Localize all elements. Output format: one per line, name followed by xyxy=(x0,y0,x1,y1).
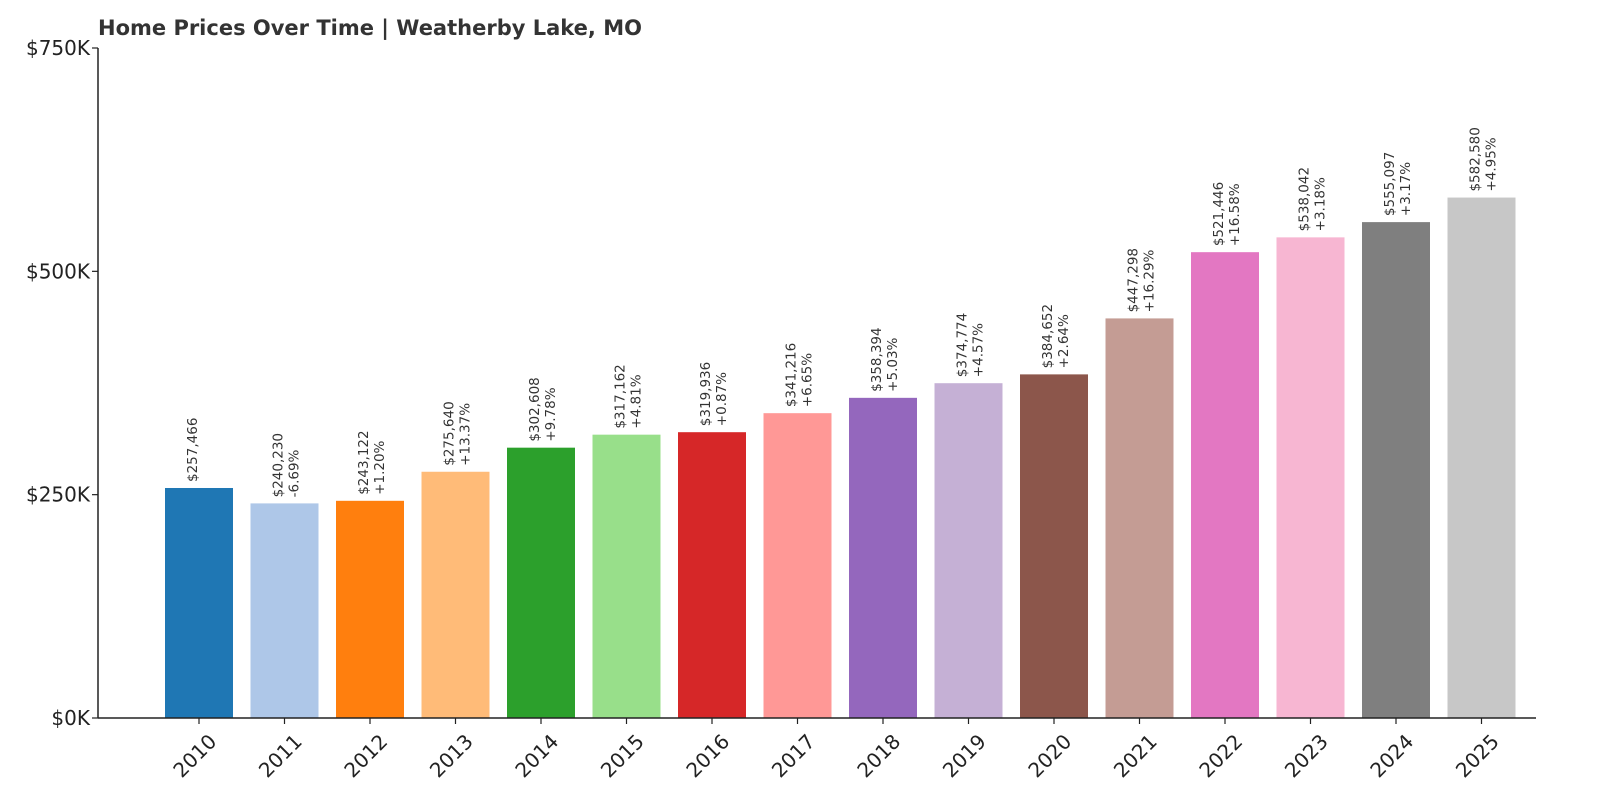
bar-2021 xyxy=(1105,318,1174,718)
value-label: $521,446 xyxy=(1211,182,1227,246)
x-tick-label: 2015 xyxy=(596,729,649,782)
change-label: +9.78% xyxy=(543,387,559,441)
value-label: $319,936 xyxy=(698,362,714,426)
value-label: $275,640 xyxy=(442,401,458,465)
change-label: +0.87% xyxy=(714,372,730,426)
x-tick-label: 2025 xyxy=(1451,729,1504,782)
value-label: $447,298 xyxy=(1126,248,1142,312)
x-tick-label: 2021 xyxy=(1109,729,1162,782)
bar-2019 xyxy=(934,383,1003,718)
value-label: $257,466 xyxy=(185,418,201,482)
change-label: +3.17% xyxy=(1398,162,1414,216)
change-label: -6.69% xyxy=(287,449,303,497)
change-label: +4.81% xyxy=(629,374,645,428)
x-tick-label: 2018 xyxy=(852,729,905,782)
value-label: $374,774 xyxy=(955,313,971,377)
x-tick-label: 2012 xyxy=(339,729,392,782)
y-tick-label: $500K xyxy=(26,259,91,283)
y-tick-label: $750K xyxy=(26,36,91,60)
bar-2024 xyxy=(1362,222,1430,718)
change-label: +1.20% xyxy=(372,440,388,494)
x-tick-label: 2014 xyxy=(510,729,563,782)
bar-2011 xyxy=(250,503,319,718)
x-tick-label: 2010 xyxy=(168,729,221,782)
x-tick-label: 2016 xyxy=(681,729,734,782)
value-label: $582,580 xyxy=(1468,127,1484,191)
change-label: +2.64% xyxy=(1056,314,1072,368)
x-tick-label: 2013 xyxy=(425,729,478,782)
x-tick-label: 2022 xyxy=(1194,729,1247,782)
y-tick-label: $0K xyxy=(51,706,90,730)
x-tick-label: 2011 xyxy=(254,729,307,782)
x-tick-label: 2024 xyxy=(1365,729,1418,782)
y-tick-label: $250K xyxy=(26,483,91,507)
x-tick-label: 2017 xyxy=(767,729,820,782)
value-label: $240,230 xyxy=(271,433,287,497)
bar-2022 xyxy=(1191,252,1259,718)
x-tick-label: 2023 xyxy=(1280,729,1333,782)
value-label: $341,216 xyxy=(784,343,800,407)
change-label: +16.29% xyxy=(1142,249,1158,312)
x-tick-label: 2020 xyxy=(1023,729,1076,782)
value-label: $555,097 xyxy=(1382,152,1398,216)
change-label: +4.95% xyxy=(1484,137,1500,191)
chart-title: Home Prices Over Time | Weatherby Lake, … xyxy=(98,16,642,40)
bar-2015 xyxy=(592,434,661,718)
change-label: +4.57% xyxy=(971,323,987,377)
change-label: +3.18% xyxy=(1313,177,1329,231)
bar-2010 xyxy=(165,487,233,718)
bar-2017 xyxy=(763,413,832,718)
change-label: +6.65% xyxy=(800,353,816,407)
change-label: +5.03% xyxy=(885,337,901,391)
change-label: +13.37% xyxy=(458,403,474,466)
value-label: $302,608 xyxy=(527,377,543,441)
bar-2012 xyxy=(336,500,404,718)
change-label: +16.58% xyxy=(1227,183,1243,246)
bar-2014 xyxy=(507,447,575,718)
value-label: $317,162 xyxy=(613,364,629,428)
bar-2025 xyxy=(1447,197,1516,718)
bar-2023 xyxy=(1276,237,1345,718)
bar-2020 xyxy=(1020,374,1088,718)
value-label: $358,394 xyxy=(869,327,885,391)
bar-2013 xyxy=(421,471,490,718)
bar-2018 xyxy=(849,397,917,718)
value-label: $384,652 xyxy=(1040,304,1056,368)
bar-2016 xyxy=(678,432,746,718)
value-label: $538,042 xyxy=(1297,167,1313,231)
x-tick-label: 2019 xyxy=(938,729,991,782)
value-label: $243,122 xyxy=(356,430,372,494)
